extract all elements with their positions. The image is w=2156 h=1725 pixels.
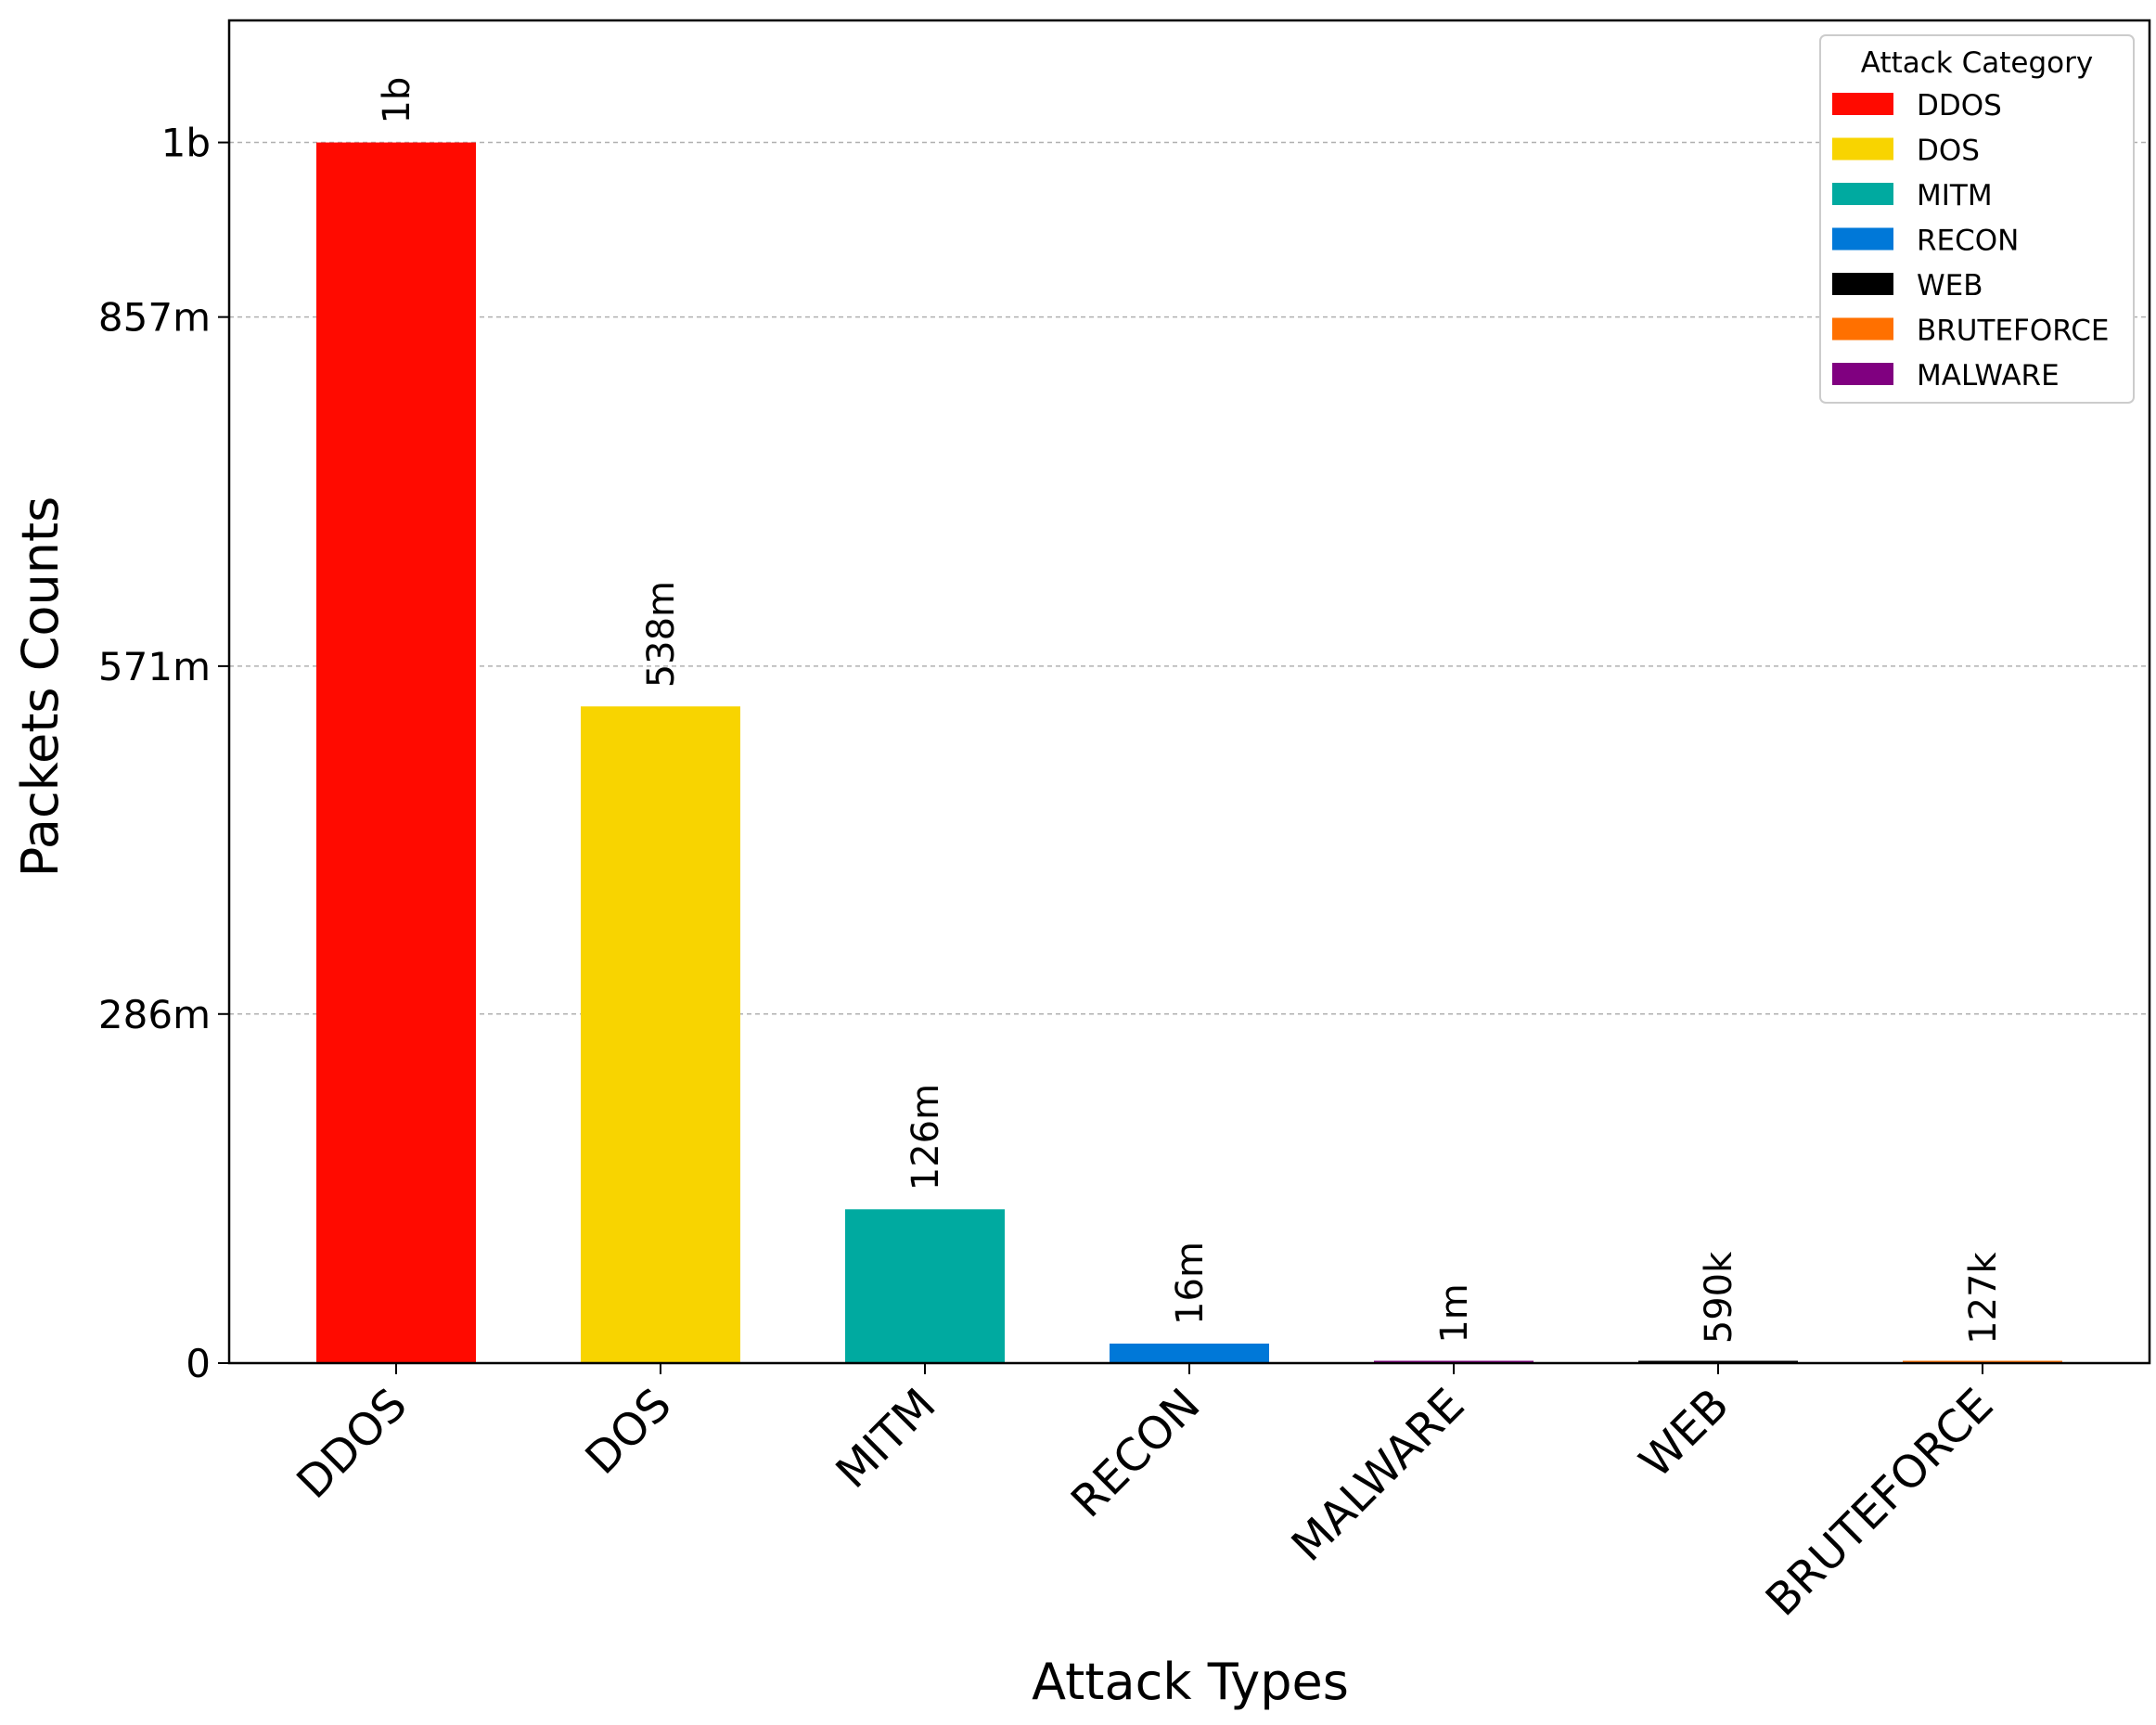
x-tick-label: DOS [575, 1379, 681, 1485]
y-tick-label: 1b [161, 121, 211, 166]
data-label: 538m [640, 581, 683, 688]
y-axis-title: Packets Counts [11, 496, 70, 877]
data-label: 126m [905, 1084, 947, 1191]
x-tick-label: DDOS [287, 1379, 417, 1509]
legend-label-dos: DOS [1917, 135, 1980, 168]
legend-swatch-mitm [1832, 183, 1893, 205]
data-labels: 1b 538m 126m 16m 1m 590k 127k [376, 77, 2005, 1345]
data-label: 127k [1962, 1251, 2005, 1344]
legend-title: Attack Category [1861, 46, 2093, 80]
bar-mitm [845, 1209, 1005, 1363]
bar-recon [1110, 1343, 1269, 1363]
data-label: 16m [1169, 1242, 1212, 1325]
legend-label-web: WEB [1917, 269, 1983, 303]
x-tick-label: BRUTEFORCE [1756, 1379, 2004, 1627]
legend-swatch-bruteforce [1832, 317, 1893, 341]
legend-swatch-recon [1832, 227, 1893, 251]
y-tick-label: 286m [98, 992, 211, 1037]
x-axis-title: Attack Types [1032, 1653, 1349, 1711]
bars [316, 142, 2062, 1364]
legend-label-malware: MALWARE [1917, 359, 2060, 393]
gridlines [229, 141, 2150, 1015]
legend-label-mitm: MITM [1917, 179, 1993, 212]
legend: Attack Category DDOS DOS MITM RECON WEB BRUTE… [1819, 34, 2135, 404]
x-tick-label: MALWARE [1282, 1379, 1475, 1572]
data-label: 590k [1698, 1251, 1740, 1344]
x-tick-label: MITM [827, 1379, 946, 1499]
y-tick-label: 0 [186, 1341, 211, 1386]
x-tick-label: RECON [1061, 1379, 1210, 1527]
y-tick-label: 857m [98, 295, 211, 341]
x-tick-label: WEB [1630, 1379, 1739, 1488]
legend-label-ddos: DDOS [1917, 89, 2002, 122]
legend-swatch-malware [1832, 363, 1893, 385]
legend-frame [1819, 34, 2135, 404]
legend-swatch-dos [1832, 137, 1893, 161]
legend-label-bruteforce: BRUTEFORCE [1917, 315, 2109, 348]
data-label: 1m [1433, 1283, 1476, 1343]
bar-dos [581, 706, 740, 1363]
legend-label-recon: RECON [1917, 225, 2019, 258]
bar-ddos [316, 142, 476, 1364]
y-tick-label: 571m [98, 644, 211, 689]
legend-swatch-web [1832, 273, 1893, 295]
legend-swatch-ddos [1832, 93, 1893, 115]
data-label: 1b [376, 77, 418, 124]
